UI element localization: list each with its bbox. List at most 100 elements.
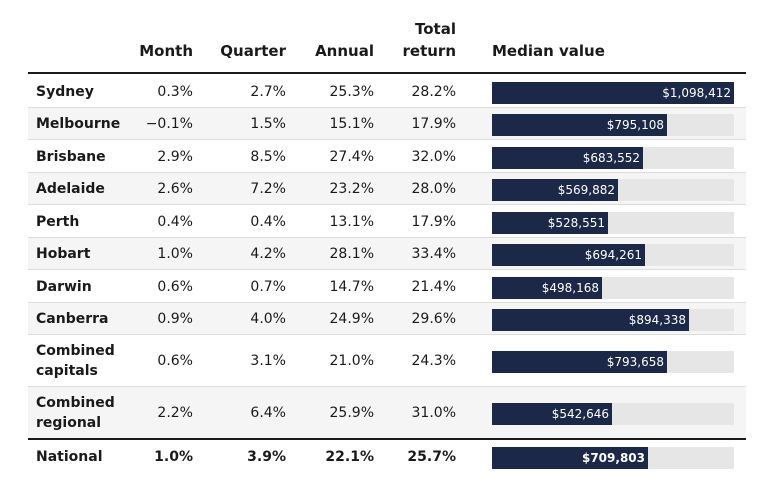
median-bar-track: $528,551 (492, 212, 734, 234)
median-bar-label: $569,882 (557, 183, 615, 197)
median-bar-track: $1,098,412 (492, 82, 734, 104)
row-annual: 25.9% (329, 405, 374, 421)
row-name: National (36, 449, 103, 465)
median-bar-label: $498,168 (541, 281, 599, 295)
row-month: 0.6% (157, 278, 193, 295)
row-month: 0.4% (157, 213, 193, 230)
row-total: 21.4% (411, 278, 456, 295)
median-bar-label: $795,108 (606, 118, 664, 132)
table-row: Melbourne −0.1% 1.5% 15.1% 17.9% $795,108 (28, 107, 746, 140)
header-total-line2: return (402, 42, 457, 60)
median-bar-track: $793,658 (492, 351, 734, 373)
median-bar-track: $709,803 (492, 447, 734, 469)
median-bar (492, 447, 648, 469)
row-name: Melbourne (36, 116, 121, 132)
header-annual: Annual (315, 42, 374, 60)
median-bar-label: $1,098,412 (662, 86, 731, 100)
median-bar-label: $694,261 (584, 248, 642, 262)
row-month: −0.1% (145, 116, 193, 132)
row-annual: 14.7% (329, 278, 374, 295)
header-month: Month (139, 42, 193, 60)
row-quarter: 1.5% (250, 116, 286, 132)
median-bar-label: $683,552 (582, 151, 640, 165)
median-bar-label: $542,646 (551, 407, 609, 421)
median-bar-label: $528,551 (547, 216, 605, 230)
row-quarter: 8.5% (250, 148, 286, 165)
table-row: Combined regional 2.2% 6.4% 25.9% 31.0% $542,… (28, 386, 746, 439)
median-bar (492, 244, 645, 266)
row-quarter: 2.7% (250, 83, 286, 100)
row-annual: 13.1% (329, 213, 374, 230)
header-total-return: Total return (378, 18, 457, 62)
row-month: 2.2% (157, 405, 193, 421)
row-total: 31.0% (411, 405, 456, 421)
table-row: Hobart 1.0% 4.2% 28.1% 33.4% $694,261 (28, 237, 746, 270)
table-row: Brisbane 2.9% 8.5% 27.4% 32.0% $683,552 (28, 139, 746, 173)
table-row: Adelaide 2.6% 7.2% 23.2% 28.0% $569,882 (28, 172, 746, 205)
row-total: 28.2% (411, 83, 456, 100)
row-total: 17.9% (411, 213, 456, 230)
table-row: Sydney 0.3% 2.7% 25.3% 28.2% $1,098,412 (28, 72, 746, 109)
row-month: 1.0% (157, 246, 193, 262)
median-bar (492, 114, 667, 136)
median-bar-track: $569,882 (492, 179, 734, 201)
row-quarter: 0.4% (250, 213, 286, 230)
header-quarter: Quarter (220, 42, 286, 60)
row-month: 2.9% (157, 148, 193, 165)
header-total-line1: Total (415, 20, 456, 38)
median-bar (492, 147, 643, 169)
row-annual: 28.1% (329, 246, 374, 262)
median-bar-track: $542,646 (492, 403, 734, 425)
median-bar (492, 277, 602, 299)
row-quarter: 7.2% (250, 181, 286, 197)
row-quarter: 0.7% (250, 278, 286, 295)
row-total: 28.0% (411, 181, 456, 197)
row-name: Hobart (36, 246, 91, 262)
median-bar-label: $709,803 (581, 451, 645, 465)
row-total: 25.7% (407, 449, 456, 465)
row-quarter: 3.9% (247, 449, 286, 465)
table-row: Canberra 0.9% 4.0% 24.9% 29.6% $894,338 (28, 302, 746, 335)
median-bar (492, 212, 608, 234)
row-name: Perth (36, 213, 80, 230)
row-name: Combined regional (36, 395, 115, 431)
row-quarter: 4.0% (250, 311, 286, 327)
median-bar-track: $894,338 (492, 309, 734, 331)
row-name: Darwin (36, 278, 92, 295)
table-row: Darwin 0.6% 0.7% 14.7% 21.4% $498,168 (28, 269, 746, 303)
table-header: Month Quarter Annual Total return Median… (28, 0, 746, 72)
median-bar (492, 179, 618, 201)
row-annual: 21.0% (329, 353, 374, 369)
row-quarter: 6.4% (250, 405, 286, 421)
row-annual: 27.4% (329, 148, 374, 165)
row-month: 0.6% (157, 353, 193, 369)
median-bar-track: $694,261 (492, 244, 734, 266)
row-name: Brisbane (36, 148, 106, 165)
row-annual: 24.9% (329, 311, 374, 327)
row-annual: 15.1% (329, 116, 374, 132)
row-quarter: 4.2% (250, 246, 286, 262)
row-name: Canberra (36, 311, 109, 327)
row-month: 0.9% (157, 311, 193, 327)
row-total: 33.4% (411, 246, 456, 262)
row-total: 24.3% (411, 353, 456, 369)
row-month: 2.6% (157, 181, 193, 197)
row-name: Combined capitals (36, 343, 115, 379)
median-bar (492, 351, 667, 373)
row-total: 32.0% (411, 148, 456, 165)
median-bar-track: $683,552 (492, 147, 734, 169)
median-bar (492, 403, 612, 425)
header-median-value: Median value (492, 42, 605, 60)
median-bar (492, 82, 734, 104)
row-annual: 22.1% (325, 449, 374, 465)
row-annual: 25.3% (329, 83, 374, 100)
median-bar-track: $795,108 (492, 114, 734, 136)
median-bar-track: $498,168 (492, 277, 734, 299)
row-total: 29.6% (411, 311, 456, 327)
row-quarter: 3.1% (250, 353, 286, 369)
median-bar-label: $894,338 (628, 313, 686, 327)
row-month: 1.0% (154, 449, 193, 465)
table-row: Combined capitals 0.6% 3.1% 21.0% 24.3% $793,… (28, 334, 746, 387)
row-month: 0.3% (157, 83, 193, 100)
table-row: Perth 0.4% 0.4% 13.1% 17.9% $528,551 (28, 204, 746, 238)
